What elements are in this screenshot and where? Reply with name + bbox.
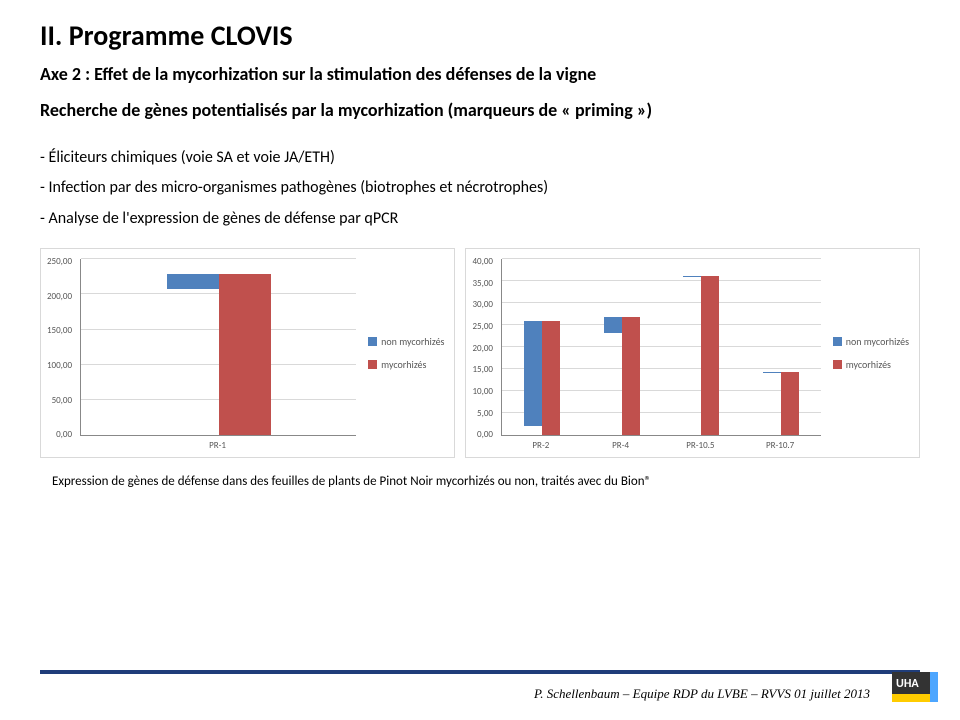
bar-group: [683, 276, 719, 435]
xtick-label: PR-10.5: [660, 440, 740, 451]
svg-text:UHA: UHA: [896, 677, 919, 691]
ytick-label: 10,00: [472, 387, 493, 396]
bullet-item: Infection par des micro-organismes patho…: [40, 173, 920, 203]
footer-divider: [40, 670, 920, 674]
bar: [701, 276, 719, 435]
legend-label: mycorhizés: [846, 358, 891, 371]
legend-label: mycorhizés: [381, 358, 426, 371]
ytick-label: 5,00: [472, 409, 493, 418]
chart2-legend: non mycorhizés mycorhizés: [825, 255, 913, 451]
bar: [604, 317, 622, 334]
footer-text: P. Schellenbaum – Equipe RDP du LVBE – R…: [534, 686, 870, 702]
ytick-label: 30,00: [472, 300, 493, 309]
uha-logo-icon: UHA: [892, 672, 938, 706]
bar: [622, 317, 640, 435]
bar: [524, 321, 542, 426]
chart-caption: Expression de gènes de défense dans des …: [52, 474, 920, 489]
ytick-label: 200,00: [47, 292, 72, 301]
ytick-label: 250,00: [47, 257, 72, 266]
legend-swatch-icon: [833, 360, 842, 369]
xtick-label: PR-1: [80, 440, 355, 451]
legend-item: non mycorhizés: [833, 335, 909, 348]
chart-pr-others: 40,00 35,00 30,00 25,00 20,00 15,00 10,00 5,00 0…: [465, 248, 920, 458]
ytick-label: 25,00: [472, 322, 493, 331]
xtick-label: PR-2: [501, 440, 581, 451]
bar: [167, 274, 219, 290]
bar-group: [167, 274, 271, 435]
legend-swatch-icon: [368, 360, 377, 369]
ytick-label: 150,00: [47, 326, 72, 335]
chart1-legend: non mycorhizés mycorhizés: [360, 255, 448, 451]
bar-group: [763, 372, 799, 435]
xtick-label: PR-10.7: [740, 440, 820, 451]
bar: [781, 372, 799, 435]
legend-item: non mycorhizés: [368, 335, 444, 348]
bar-group: [524, 321, 560, 435]
ytick-label: 0,00: [47, 430, 72, 439]
ytick-label: 35,00: [472, 279, 493, 288]
ytick-label: 40,00: [472, 257, 493, 266]
legend-label: non mycorhizés: [381, 335, 444, 348]
bullet-list: Éliciteurs chimiques (voie SA et voie JA…: [40, 143, 920, 234]
page-title: II. Programme CLOVIS: [40, 18, 920, 53]
ytick-label: 50,00: [47, 396, 72, 405]
bar: [542, 321, 560, 435]
bar-group: [604, 317, 640, 435]
bar: [219, 274, 271, 435]
legend-label: non mycorhizés: [846, 335, 909, 348]
legend-item: mycorhizés: [368, 358, 444, 371]
subtitle-research: Recherche de gènes potentialisés par la …: [40, 99, 920, 121]
legend-swatch-icon: [368, 337, 377, 346]
subtitle-axe: Axe 2 : Effet de la mycorhization sur la…: [40, 63, 920, 85]
legend-item: mycorhizés: [833, 358, 909, 371]
xtick-label: PR-4: [581, 440, 661, 451]
ytick-label: 0,00: [472, 430, 493, 439]
legend-swatch-icon: [833, 337, 842, 346]
chart-pr1: 250,00 200,00 150,00 100,00 50,00 0,00 PR-1 n…: [40, 248, 455, 458]
ytick-label: 15,00: [472, 365, 493, 374]
ytick-label: 20,00: [472, 344, 493, 353]
bullet-item: Éliciteurs chimiques (voie SA et voie JA…: [40, 143, 920, 173]
bullet-item: Analyse de l'expression de gènes de défe…: [40, 204, 920, 234]
ytick-label: 100,00: [47, 361, 72, 370]
